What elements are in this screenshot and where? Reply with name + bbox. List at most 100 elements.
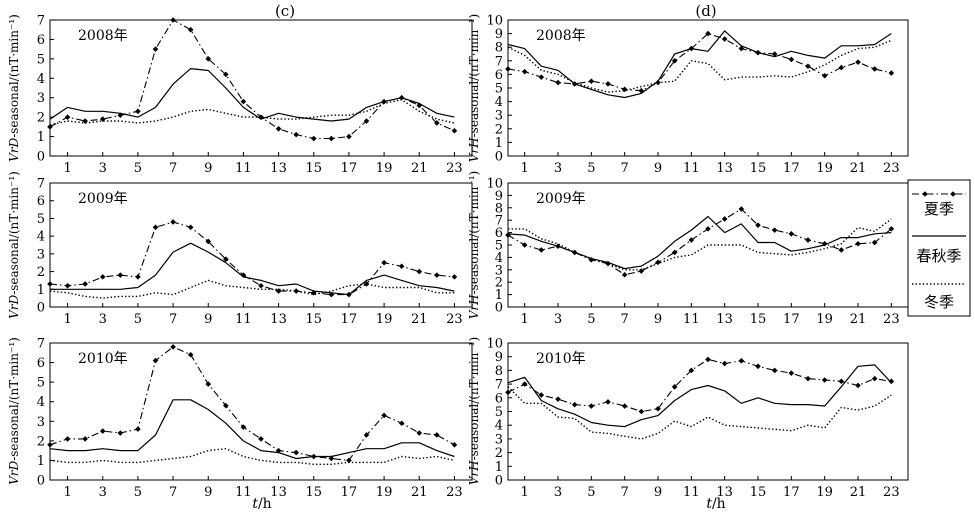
chart-year-title: 2008年 — [536, 28, 586, 44]
y-tick-label: 1 — [495, 136, 503, 151]
data-point-summer — [363, 432, 370, 438]
data-point-summer — [588, 403, 595, 409]
y-tick-label: 8 — [495, 41, 503, 56]
series-line-winter — [49, 98, 455, 126]
x-tick-label: 13 — [716, 312, 733, 327]
data-point-summer — [398, 420, 405, 427]
x-tick-label: 3 — [554, 485, 562, 500]
data-point-summer — [838, 247, 845, 253]
data-point-summer — [521, 242, 528, 248]
series-line-equinox — [49, 67, 455, 122]
legend-label-equinox: 春秋季 — [916, 247, 961, 265]
x-tick-label: 15 — [750, 161, 767, 176]
data-point-summer — [99, 274, 106, 280]
data-point-summer — [605, 81, 611, 87]
series-line-equinox — [49, 399, 455, 460]
data-point-summer — [688, 237, 695, 243]
x-tick-label: 5 — [134, 161, 142, 176]
y-tick-label: 1 — [37, 283, 45, 298]
x-tick-label: 1 — [521, 161, 529, 176]
x-tick-label: 9 — [204, 485, 212, 500]
data-point-summer — [187, 224, 194, 231]
x-tick-label: 7 — [621, 161, 629, 176]
legend-diamond — [950, 191, 956, 197]
x-tick-label: 17 — [783, 161, 800, 176]
data-point-summer — [621, 403, 628, 409]
x-tick-label: 15 — [305, 312, 322, 327]
data-point-summer — [738, 45, 745, 52]
legend-diamond — [922, 191, 928, 197]
x-tick-label: 5 — [134, 312, 142, 327]
data-point-summer — [788, 370, 795, 376]
data-point-summer — [223, 71, 229, 78]
data-point-summer — [205, 381, 212, 387]
y-tick-label: 8 — [495, 364, 503, 379]
series-line-equinox — [507, 364, 892, 428]
data-point-summer — [47, 441, 53, 448]
data-point-summer — [605, 399, 611, 405]
data-point-summer — [638, 268, 645, 274]
y-tick-label: 4 — [37, 230, 45, 245]
data-point-summer — [47, 124, 53, 130]
data-point-summer — [705, 356, 711, 363]
x-tick-label: 23 — [446, 161, 463, 176]
data-point-summer — [240, 424, 247, 430]
data-point-summer — [170, 17, 176, 23]
data-point-summer — [223, 256, 229, 262]
data-point-summer — [152, 224, 159, 231]
data-point-summer — [855, 240, 861, 247]
data-point-summer — [363, 118, 370, 124]
data-point-summer — [187, 26, 194, 33]
y-tick-label: 0 — [495, 301, 503, 316]
x-tick-label: 21 — [411, 161, 428, 176]
plot-frame — [49, 19, 473, 157]
x-tick-label: 15 — [750, 485, 767, 500]
data-point-summer — [888, 226, 895, 232]
data-point-summer — [64, 436, 71, 442]
x-tick-label: 13 — [270, 485, 287, 500]
data-point-summer — [771, 367, 778, 374]
y-tick-label: 5 — [495, 405, 503, 420]
x-tick-label: 7 — [621, 485, 629, 500]
data-point-summer — [838, 64, 845, 71]
x-tick-label: 9 — [204, 312, 212, 327]
y-tick-label: 4 — [37, 395, 45, 410]
x-tick-label: 9 — [654, 485, 662, 500]
x-tick-label: 21 — [850, 312, 867, 327]
data-point-summer — [135, 108, 141, 115]
y-tick-label: 7 — [495, 54, 503, 69]
data-point-summer — [755, 222, 761, 228]
x-tick-label: 23 — [883, 161, 900, 176]
data-point-summer — [47, 281, 53, 287]
data-point-summer — [99, 428, 106, 434]
x-tick-label: 23 — [446, 485, 463, 500]
y-tick-label: 0 — [37, 474, 45, 489]
data-point-summer — [821, 377, 828, 383]
data-point-summer — [187, 351, 194, 358]
y-axis-label: VrD-seasonal/(nT·min⁻¹) — [7, 14, 21, 162]
series-line-winter — [49, 448, 455, 465]
data-point-summer — [538, 392, 545, 398]
data-point-summer — [135, 426, 141, 432]
data-point-summer — [538, 74, 545, 80]
data-point-summer — [621, 271, 628, 278]
data-point-summer — [821, 240, 828, 247]
data-point-summer — [381, 259, 387, 266]
legend-label-winter: 冬季 — [924, 293, 954, 311]
data-point-summer — [152, 357, 159, 364]
x-tick-label: 7 — [621, 312, 629, 327]
x-axis-label-c: t/h — [252, 496, 271, 512]
data-point-summer — [588, 78, 595, 84]
x-tick-label: 15 — [305, 161, 322, 176]
x-tick-label: 3 — [99, 312, 107, 327]
y-tick-label: 10 — [486, 337, 503, 352]
y-tick-label: 9 — [495, 350, 503, 365]
x-tick-label: 3 — [99, 485, 107, 500]
x-tick-label: 17 — [783, 485, 800, 500]
data-point-summer — [771, 51, 778, 57]
x-tick-label: 19 — [376, 485, 393, 500]
series-line-winter — [507, 39, 892, 93]
data-point-summer — [64, 282, 71, 289]
